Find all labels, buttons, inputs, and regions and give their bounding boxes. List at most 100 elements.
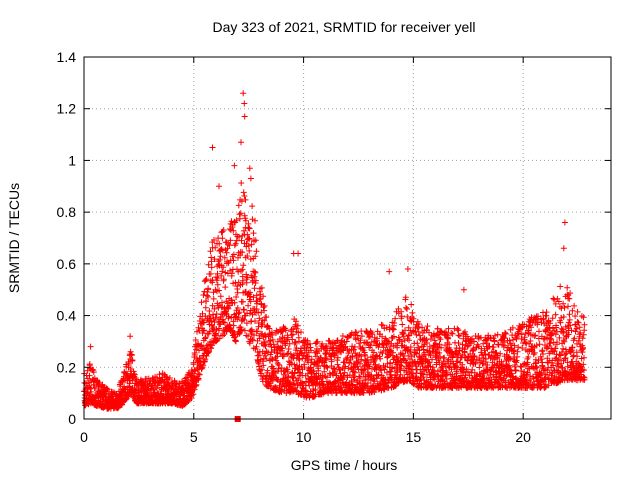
data-point [319,340,326,347]
data-point [232,337,239,344]
data-point [218,272,225,279]
data-point [297,345,304,352]
data-point [236,233,243,240]
data-point [231,162,238,169]
data-point [224,245,231,252]
data-point [552,311,559,318]
data-point [424,323,431,330]
data-point [195,370,202,377]
data-point [205,349,212,356]
y-axis-label: SRMTID / TECUs [6,183,22,293]
data-point [238,198,245,205]
data-point [438,344,445,351]
data-point [232,240,239,247]
data-point [211,237,217,243]
data-point [351,343,358,350]
data-point [251,268,258,275]
data-point [198,342,205,348]
data-point [502,329,508,336]
data-point [246,340,253,347]
data-point [514,348,521,355]
data-point [559,365,566,372]
data-point [259,321,266,328]
data-point [384,338,391,345]
data-point [323,349,330,356]
data-point [238,267,244,274]
data-point [261,302,268,309]
data-point [246,165,253,172]
data-point [552,345,559,352]
data-point [205,285,212,292]
data-point [557,283,564,290]
data-point [235,268,242,275]
data-point [245,333,251,340]
data-point [562,355,569,361]
data-point [184,397,191,404]
data-point [580,314,587,321]
data-point [387,360,394,367]
data-point [389,335,396,341]
data-point [230,251,237,258]
data-point [420,346,427,353]
data-point [252,253,259,260]
data-point [334,361,341,368]
data-point [346,372,353,379]
data-point [501,342,508,349]
data-point [514,353,521,360]
data-point [550,362,557,369]
data-point [388,368,394,375]
x-axis-ticks: 0 5 10 15 20 [80,57,531,445]
data-point [429,364,436,371]
data-point [551,348,558,354]
y-tick-label: 0.8 [57,204,77,220]
data-point [453,370,460,377]
data-point [261,317,268,324]
data-point [574,308,581,315]
data-point [415,328,422,335]
data-point [434,325,441,332]
data-point [419,371,426,377]
data-point [411,380,418,387]
data-point [314,338,321,345]
data-point [211,305,218,312]
data-point [390,349,396,356]
data-point [129,357,136,364]
y-tick-label: 0.6 [57,256,77,272]
data-point [191,386,198,393]
data-point [274,349,281,356]
data-point [240,227,247,234]
data-point [153,374,160,381]
data-point [241,306,248,313]
data-point [86,372,93,379]
data-point [379,333,386,340]
data-point [569,344,576,351]
data-point [391,320,398,326]
data-point [540,316,547,323]
data-point [530,351,537,358]
data-point [195,324,202,331]
data-point [369,331,376,338]
data-point [352,369,358,376]
data-point [448,330,455,336]
data-point [205,261,212,268]
data-point [250,230,257,237]
data-point [490,364,497,371]
data-point [556,356,562,363]
data-point [268,349,275,356]
data-point [236,309,243,316]
data-point [253,306,260,313]
data-point [220,319,227,325]
data-point [393,361,400,368]
data-point [219,235,226,242]
data-point [260,304,267,311]
data-point [234,289,241,296]
data-point [306,382,313,389]
data-point [201,327,207,334]
data-point [242,196,249,203]
data-point [568,327,575,334]
data-point [255,323,262,330]
data-point [127,348,134,355]
data-point [545,343,551,350]
data-point [429,356,435,363]
data-point [462,328,468,335]
